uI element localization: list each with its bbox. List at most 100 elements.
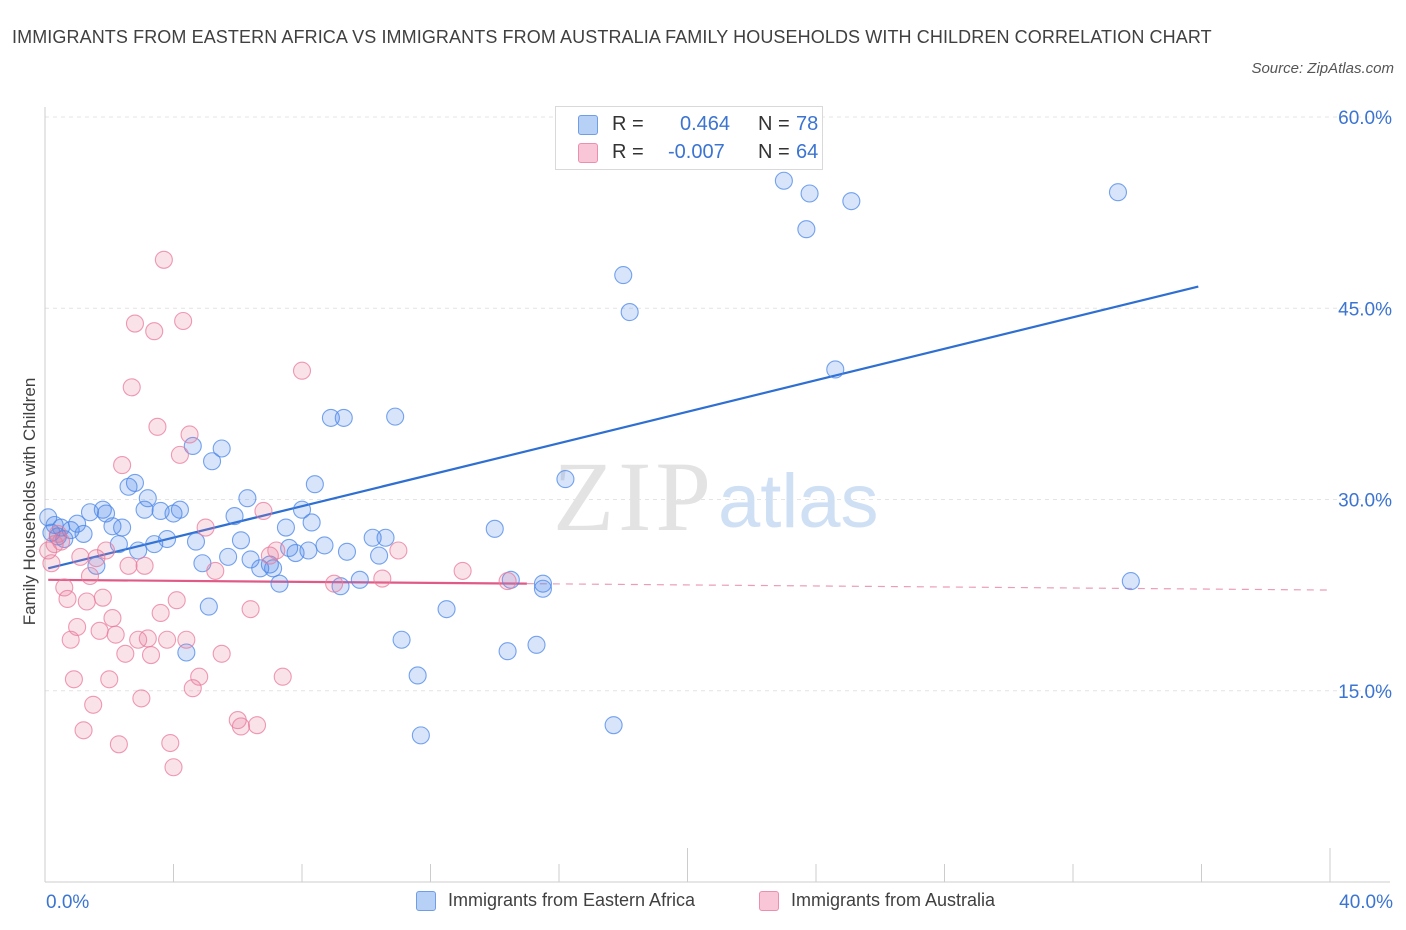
series1-swatch xyxy=(578,115,598,135)
australia-point xyxy=(267,541,286,560)
australia-point xyxy=(247,716,267,735)
eastern-africa-point xyxy=(138,489,157,508)
australia-point xyxy=(77,592,96,611)
eastern-africa-point xyxy=(556,470,575,489)
eastern-africa-point xyxy=(485,519,504,538)
australia-point xyxy=(80,566,100,586)
australia-point xyxy=(453,561,472,580)
eastern-africa-point xyxy=(302,513,321,532)
australia-point xyxy=(103,609,122,628)
chart-title: IMMIGRANTS FROM EASTERN AFRICA VS IMMIGR… xyxy=(12,27,1212,47)
australia-point xyxy=(106,625,125,644)
eastern-africa-point xyxy=(350,570,369,589)
australia-point xyxy=(325,574,344,593)
eastern-africa-point xyxy=(842,192,861,211)
australia-point xyxy=(170,445,189,464)
eastern-africa-point xyxy=(800,184,819,203)
legend-n-value: 78 xyxy=(796,113,819,135)
eastern-africa-point xyxy=(370,546,389,565)
legend-label-australia: Immigrants from Australia xyxy=(791,890,996,910)
eastern-africa-point xyxy=(337,542,357,561)
eastern-africa-point xyxy=(292,500,312,519)
australia-point xyxy=(167,591,186,610)
eastern-africa-point xyxy=(219,547,238,566)
eastern-africa-swatch xyxy=(416,891,436,911)
eastern-africa-point xyxy=(183,436,202,456)
eastern-africa-point xyxy=(113,518,132,537)
y-tick-label: 15.0% xyxy=(1338,682,1392,703)
eastern-africa-point xyxy=(533,574,552,593)
australia-point xyxy=(158,630,177,649)
australia-point xyxy=(180,425,199,444)
eastern-africa-point xyxy=(231,531,251,550)
eastern-africa-point xyxy=(39,508,58,527)
australia-point xyxy=(109,735,128,754)
points-layer xyxy=(39,171,1140,777)
australia-point xyxy=(231,717,251,736)
eastern-africa-point xyxy=(527,635,546,654)
australia-point xyxy=(273,667,292,686)
eastern-africa-point xyxy=(186,532,206,551)
eastern-africa-point xyxy=(826,360,845,379)
source-label: Source: ZipAtlas.com xyxy=(1251,60,1394,77)
eastern-africa-point xyxy=(212,439,231,458)
australia-point xyxy=(164,758,183,777)
australia-point xyxy=(96,541,116,560)
eastern-africa-point xyxy=(199,597,218,616)
eastern-africa-point xyxy=(135,500,154,519)
watermark-atlas: atlas xyxy=(718,459,879,544)
eastern-africa-point xyxy=(129,541,148,560)
y-tick-label: 45.0% xyxy=(1338,299,1392,320)
eastern-africa-point xyxy=(498,642,517,661)
legend-r-label: R = xyxy=(612,141,644,163)
australia-point xyxy=(71,547,90,566)
australia-point xyxy=(90,621,109,640)
eastern-africa-point xyxy=(270,574,289,593)
eastern-africa-point xyxy=(177,643,196,662)
eastern-africa-point xyxy=(386,407,405,426)
eastern-africa-point xyxy=(238,489,257,508)
watermark-zip: ZIP xyxy=(553,441,715,552)
eastern-africa-point xyxy=(1121,572,1140,591)
correlation-legend: R = 0.464 N = 78 R = -0.007 N = 64 xyxy=(555,106,823,170)
legend-label-eastern-africa: Immigrants from Eastern Africa xyxy=(448,890,696,910)
australia-point xyxy=(125,314,144,333)
legend-r-label: R = xyxy=(612,113,644,135)
eastern-africa-point xyxy=(411,726,430,745)
eastern-africa-point xyxy=(305,475,324,494)
eastern-africa-point xyxy=(125,473,144,492)
legend-n-value: 64 xyxy=(796,141,819,163)
legend-r-value: 0.464 xyxy=(680,113,731,135)
australia-point xyxy=(138,629,157,648)
eastern-africa-point xyxy=(315,536,334,555)
eastern-africa-point xyxy=(774,171,793,190)
y-axis-title: Family Households with Children xyxy=(20,378,39,626)
eastern-africa-point xyxy=(334,408,353,427)
australia-point xyxy=(212,644,231,663)
australia-point xyxy=(132,689,151,708)
australia-point xyxy=(84,695,103,714)
australia-point xyxy=(177,630,196,649)
australia-point xyxy=(241,600,260,619)
australia-point xyxy=(148,417,167,436)
australia-point xyxy=(87,549,106,568)
australia-point xyxy=(373,569,392,588)
australia-point xyxy=(174,311,193,331)
australia-trendline-extension xyxy=(526,583,1327,591)
australia-swatch xyxy=(759,891,779,911)
axis-layer xyxy=(44,107,1390,883)
australia-point xyxy=(190,667,209,686)
australia-point xyxy=(292,361,312,380)
eastern-africa-point xyxy=(276,518,295,537)
eastern-africa-point xyxy=(363,528,382,547)
australia-point xyxy=(135,556,154,575)
eastern-africa-point xyxy=(158,529,177,549)
y-tick-label: 60.0% xyxy=(1338,108,1392,129)
eastern-africa-point xyxy=(74,524,93,543)
australia-point xyxy=(68,617,87,637)
eastern-africa-point xyxy=(251,559,270,578)
eastern-africa-point xyxy=(203,452,222,471)
legend-n-label: N = xyxy=(758,141,790,163)
australia-point xyxy=(93,588,112,607)
